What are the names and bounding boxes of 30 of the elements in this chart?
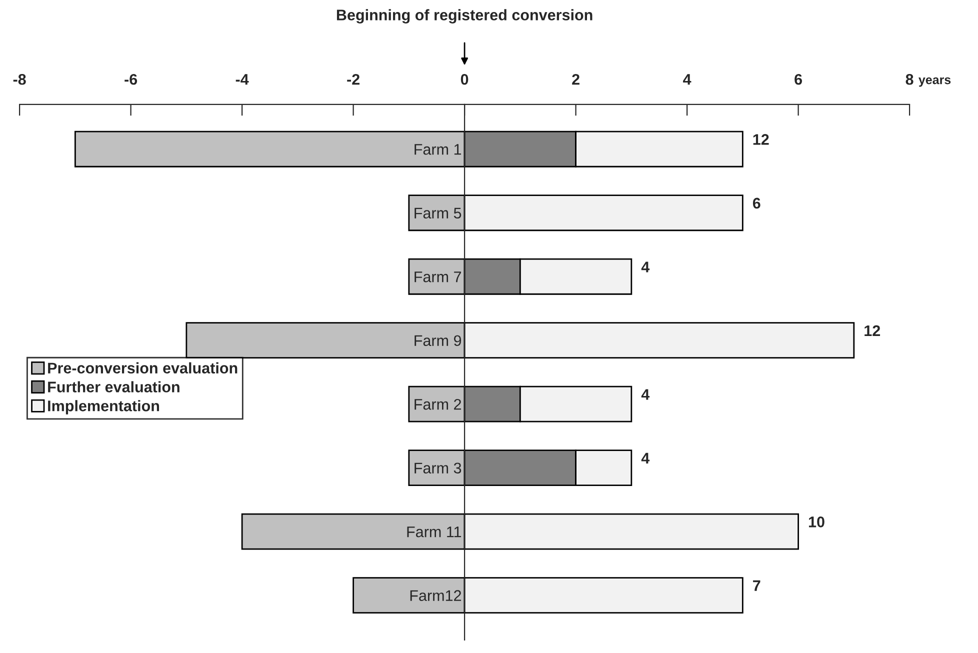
x-tick-label: 4 [683,74,692,85]
y-tick-label: Farm 5 [414,208,462,219]
x-tick-label: 2 [572,74,580,85]
y-tick-label: Farm 1 [414,144,462,155]
legend-label: Pre-conversion evaluation [48,362,238,374]
annotation: 4 [641,452,650,464]
x-tick-label: 0 [460,74,468,85]
x-tick-label: -4 [236,74,249,85]
annotation: 7 [753,580,760,591]
x-tick-label: 8 [906,74,914,85]
annotation: 4 [641,262,650,272]
y-tick-label: Farm 9 [414,335,462,346]
y-tick-label: Farm 11 [407,526,462,538]
y-tick-label: Farm 3 [414,462,462,474]
legend-label: Implementation [48,400,160,414]
x-tick-label: -8 [13,74,26,85]
x-tick-label: 6 [794,74,802,85]
y-tick-label: Farm12 [410,590,462,602]
y-tick-label: Farm 2 [414,398,462,410]
annotation: 10 [808,516,824,528]
x-tick-label: -2 [347,74,360,85]
legend-label: Further evaluation [48,381,180,392]
annotation: 12 [864,325,880,336]
chart-title: Beginning of registered conversion [336,9,592,24]
annotation: 6 [752,198,760,209]
annotation: 4 [641,389,650,400]
x-tick-label: -6 [124,74,138,85]
annotation: 12 [753,134,769,145]
x-axis-title: years [918,77,951,87]
y-tick-label: Farm 7 [414,272,462,282]
